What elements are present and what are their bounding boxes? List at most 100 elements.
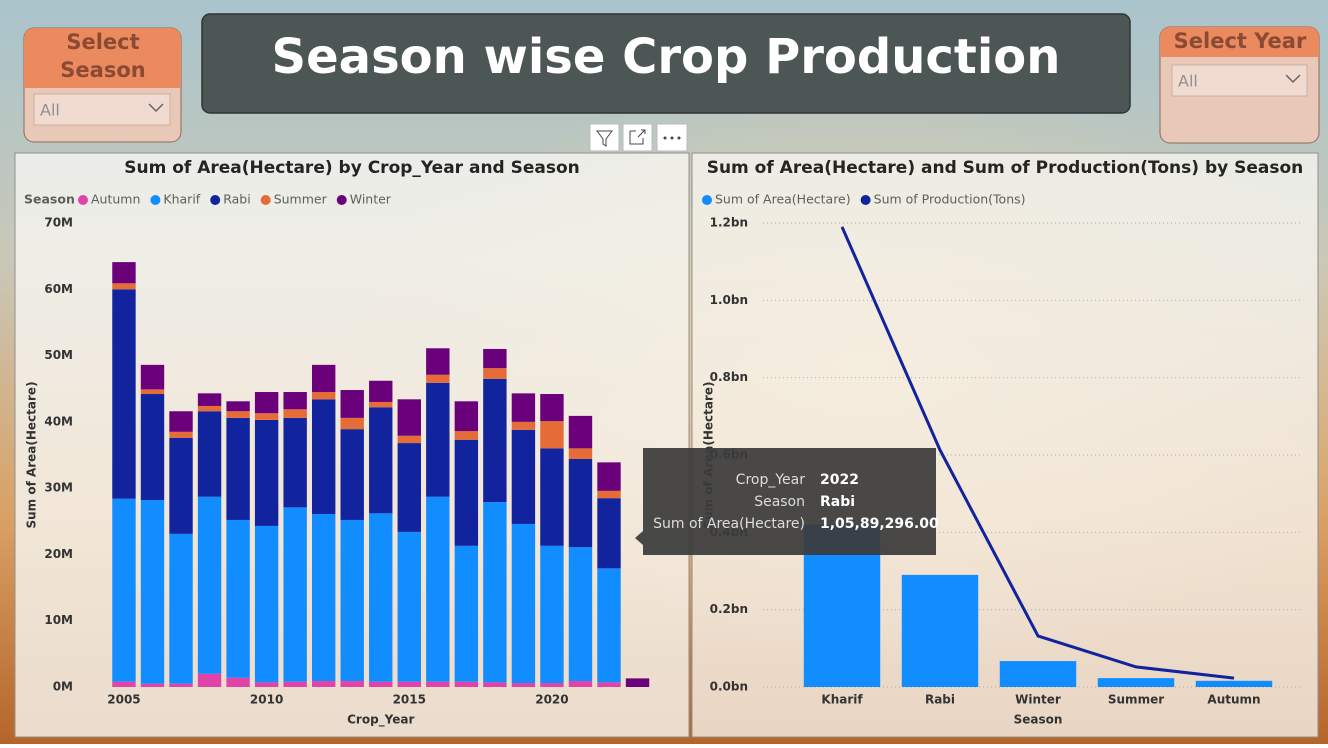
combo-chart: Sum of Area(Hectare) and Sum of Producti…: [702, 158, 1304, 727]
legend-marker: [260, 195, 271, 205]
bar-segment: [140, 683, 165, 687]
bar-segment: [226, 677, 250, 687]
bar-segment: [511, 429, 536, 524]
chevron: [1285, 74, 1301, 84]
slicer-title-line: Select: [66, 30, 139, 54]
legend-label: Winter: [350, 192, 392, 207]
filter-glyph: [596, 130, 613, 147]
bar: [1195, 680, 1273, 687]
focus-icon[interactable]: [622, 123, 653, 152]
bar-segment: [340, 390, 364, 418]
bar-segment: [340, 417, 364, 430]
visual-panel: [691, 152, 1319, 738]
bar-segment: [540, 421, 564, 449]
bar-segment: [454, 545, 479, 682]
x-axis-label: Season: [1014, 713, 1063, 727]
slicer-title-line: Season: [60, 58, 145, 82]
bar-segment: [426, 496, 450, 682]
bar-segment: [483, 348, 507, 369]
bar-segment: [511, 523, 536, 684]
bar-segment: [568, 547, 593, 682]
bar-segment: [254, 413, 279, 420]
bar-segment: [226, 519, 250, 678]
bar-segment: [540, 394, 564, 422]
bar-segment: [254, 682, 279, 687]
bar-segment: [169, 683, 193, 687]
bar-segment: [311, 399, 336, 514]
y-axis-label: Sum of Area(Hectare): [25, 381, 39, 528]
y-tick-label: 1.2bn: [710, 216, 748, 230]
bar-segment: [511, 421, 536, 430]
bar-segment: [397, 681, 421, 687]
bar-segment: [397, 435, 421, 444]
x-tick-label: Rabi: [925, 693, 955, 707]
slicer-dropdown[interactable]: [33, 93, 171, 126]
tooltip: Crop_Year 2022 Season Rabi Sum of Area(H…: [635, 448, 939, 555]
bar-segment: [454, 681, 479, 687]
legend-marker: [78, 195, 88, 205]
bar-segment: [369, 407, 393, 514]
bar-segment: [369, 380, 393, 402]
chevron: [148, 103, 164, 113]
y-tick-label: 0.2bn: [710, 602, 748, 616]
bar-segment: [426, 681, 450, 687]
header-box: [201, 13, 1131, 114]
x-tick-label: Winter: [1015, 693, 1061, 707]
bar-segment: [254, 419, 279, 526]
bar-segment: [369, 681, 393, 687]
bar-segment: [625, 678, 650, 687]
bar-segment: [454, 439, 479, 546]
y-tick-label: 20M: [44, 547, 73, 561]
bar-segment: [511, 393, 536, 422]
legend-label: Sum of Production(Tons): [874, 192, 1026, 207]
focus-glyph: [629, 129, 646, 145]
bar-segment: [597, 568, 621, 683]
bar-segment: [197, 673, 222, 687]
x-axis-label: Crop_Year: [347, 713, 414, 728]
bar-segment: [226, 401, 250, 412]
slicer-dropdown[interactable]: [1171, 64, 1308, 97]
bar-segment: [197, 393, 222, 406]
dot: [663, 136, 667, 140]
x-tick-label: 2005: [107, 693, 140, 707]
bar-segment: [369, 401, 393, 408]
bar-segment: [397, 443, 421, 532]
legend-label: Rabi: [223, 192, 250, 207]
legend-marker: [336, 195, 347, 205]
bar-segment: [283, 681, 307, 687]
bar-segment: [226, 411, 250, 418]
bar-segment: [568, 681, 593, 687]
bar-segment: [311, 392, 336, 400]
filter-icon[interactable]: [589, 123, 620, 152]
bar: [999, 661, 1077, 687]
bar-segment: [283, 417, 307, 508]
bar-segment: [283, 507, 307, 682]
bar-segment: [112, 498, 136, 682]
y-tick-label: 10M: [44, 613, 73, 627]
bar-segment: [511, 683, 536, 687]
bar-segment: [311, 681, 336, 687]
tooltip-label: Crop_Year: [736, 472, 806, 488]
bar-segment: [169, 411, 193, 432]
y-tick-label: 60M: [44, 282, 73, 296]
legend-title: Season: [24, 192, 75, 207]
slicer-header: [24, 28, 181, 88]
y-tick-label: 40M: [44, 414, 73, 428]
bar-segment: [140, 394, 165, 501]
bar-segment: [568, 448, 593, 459]
bar-segment: [311, 513, 336, 682]
bar-segment: [483, 682, 507, 687]
bar-segment: [283, 392, 307, 410]
chart-title: Sum of Area(Hectare) by Crop_Year and Se…: [124, 158, 580, 178]
x-tick-label: Summer: [1108, 693, 1164, 707]
bar-segment: [483, 368, 507, 379]
slicer-value: All: [1178, 72, 1198, 91]
bar-segment: [483, 502, 507, 683]
bar-segment: [140, 389, 165, 395]
bar-segment: [197, 496, 222, 674]
slicer-value: All: [40, 101, 60, 120]
bar-segment: [426, 374, 450, 383]
x-tick-label: Autumn: [1207, 693, 1260, 707]
